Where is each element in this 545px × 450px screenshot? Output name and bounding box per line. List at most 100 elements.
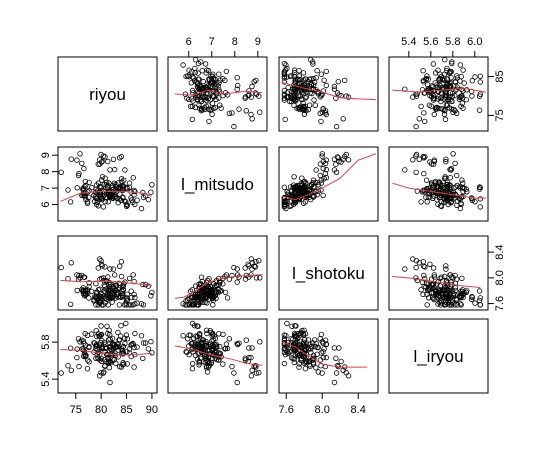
data-point	[413, 275, 419, 281]
tick-label: 6.0	[467, 36, 482, 48]
data-point	[257, 275, 263, 281]
data-point	[343, 370, 349, 376]
data-point	[432, 105, 439, 111]
data-point	[323, 354, 329, 361]
data-point	[217, 102, 223, 108]
data-point	[88, 184, 95, 191]
data-point	[74, 354, 80, 361]
data-point	[234, 279, 240, 285]
panel-l_shotoku-vs-riyou	[57, 235, 158, 311]
data-point	[292, 347, 299, 353]
data-point	[98, 358, 105, 365]
data-point	[438, 98, 444, 105]
data-point	[430, 265, 437, 271]
tick-label: 7.6	[279, 404, 294, 416]
data-point	[318, 180, 325, 186]
tick-label: 7	[209, 36, 215, 48]
data-point	[253, 259, 259, 265]
data-point	[86, 179, 92, 186]
data-point	[448, 302, 454, 308]
data-point	[253, 77, 259, 84]
data-point	[281, 73, 288, 80]
data-point	[189, 96, 195, 102]
data-point	[472, 199, 478, 205]
data-point	[183, 349, 189, 355]
panel-riyou-vs-l_shotoku	[278, 56, 379, 132]
data-point	[102, 349, 108, 355]
data-point	[123, 320, 129, 327]
data-point	[82, 330, 88, 337]
data-point	[101, 356, 107, 363]
data-point	[285, 84, 291, 91]
data-point	[302, 190, 308, 196]
data-point	[296, 361, 302, 367]
data-point	[104, 323, 110, 329]
data-point	[308, 350, 314, 356]
data-point	[195, 344, 201, 350]
data-point	[203, 327, 210, 333]
data-point	[148, 189, 154, 195]
data-point	[96, 342, 103, 348]
data-point	[281, 346, 288, 352]
data-point	[319, 109, 325, 115]
panel-l_mitsudo-vs-riyou	[57, 146, 158, 222]
data-point	[204, 300, 210, 306]
data-point	[126, 275, 133, 282]
data-point	[93, 295, 100, 302]
data-point	[454, 172, 460, 179]
panel-l_mitsudo-vs-l_mitsudo: l_mitsudo	[167, 146, 268, 222]
data-point	[192, 65, 198, 72]
data-point	[138, 205, 145, 212]
data-point	[223, 272, 230, 278]
tick-label: 8	[232, 36, 238, 48]
data-point	[460, 67, 466, 73]
data-point	[95, 355, 101, 361]
data-point	[58, 370, 64, 376]
data-point	[292, 195, 299, 201]
data-point	[313, 74, 319, 81]
data-point	[413, 123, 419, 130]
data-point	[440, 287, 446, 293]
data-point	[96, 256, 103, 262]
data-point	[292, 191, 298, 197]
data-point	[443, 263, 449, 269]
data-point	[477, 91, 483, 97]
data-point	[218, 287, 224, 294]
data-point	[123, 332, 130, 338]
smoother-line	[281, 153, 377, 201]
data-point	[196, 281, 202, 287]
panel-frame	[57, 235, 158, 311]
data-point	[308, 181, 315, 188]
data-point	[98, 370, 104, 376]
data-point	[313, 341, 319, 347]
data-point	[189, 302, 196, 308]
data-point	[423, 177, 430, 183]
data-point	[414, 277, 420, 284]
data-point	[191, 323, 198, 329]
data-point	[210, 93, 216, 99]
data-point	[424, 302, 430, 308]
data-point	[212, 335, 219, 342]
data-point	[440, 106, 446, 112]
data-point	[132, 301, 138, 307]
data-point	[213, 289, 220, 296]
data-point	[464, 288, 470, 294]
data-point	[145, 283, 152, 289]
data-point	[413, 93, 420, 99]
data-point	[452, 78, 459, 85]
data-point	[424, 199, 430, 205]
data-point	[249, 116, 255, 122]
data-point	[231, 370, 237, 376]
data-point	[284, 320, 290, 327]
data-point	[301, 350, 308, 356]
data-point	[94, 199, 100, 206]
data-point	[291, 73, 297, 79]
data-point	[425, 281, 431, 287]
data-point	[180, 301, 186, 307]
data-point	[149, 182, 155, 188]
data-point	[82, 182, 89, 189]
data-point	[334, 90, 341, 96]
data-point	[317, 172, 323, 179]
data-point	[476, 107, 483, 113]
